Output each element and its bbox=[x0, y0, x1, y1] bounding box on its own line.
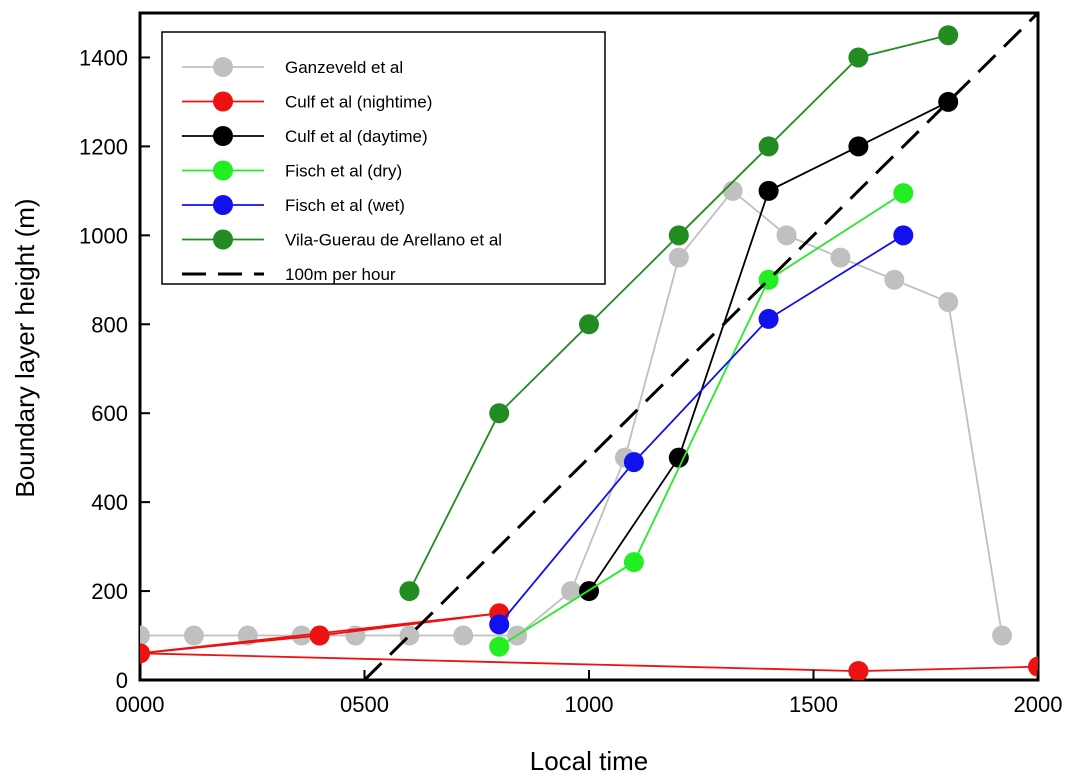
x-tick-label: 1500 bbox=[789, 692, 838, 717]
y-tick-label: 400 bbox=[91, 490, 128, 515]
legend-label: 100m per hour bbox=[285, 265, 396, 284]
legend-label: Culf et al (nightime) bbox=[285, 93, 432, 112]
data-point bbox=[309, 625, 330, 646]
data-point bbox=[758, 308, 779, 329]
data-point bbox=[183, 625, 204, 646]
data-point bbox=[668, 247, 689, 268]
x-axis-title: Local time bbox=[530, 746, 649, 776]
legend-label: Ganzeveld et al bbox=[285, 58, 403, 77]
data-point bbox=[623, 552, 644, 573]
series-line-fisch-et-al-wet bbox=[498, 234, 904, 625]
series-line-100m-per-hour bbox=[363, 13, 1038, 680]
y-tick-label: 600 bbox=[91, 401, 128, 426]
series-culf-et-al-nightime bbox=[140, 603, 1038, 680]
data-point bbox=[893, 225, 914, 246]
series-line-fisch-et-al-dry bbox=[498, 192, 904, 648]
x-axis: 0000 0500 1000 1500 2000 bbox=[116, 670, 1063, 717]
data-point bbox=[489, 614, 510, 635]
legend-marker bbox=[213, 57, 233, 77]
y-axis-title: Boundary layer height (m) bbox=[10, 198, 40, 497]
data-point bbox=[561, 581, 582, 602]
series-vila-guerau-de-arellano-et-al bbox=[399, 25, 959, 602]
x-tick-label: 1000 bbox=[565, 692, 614, 717]
y-tick-label: 1200 bbox=[79, 134, 128, 159]
legend-label: Culf et al (daytime) bbox=[285, 127, 428, 146]
data-point bbox=[722, 180, 743, 201]
x-tick-label: 0500 bbox=[340, 692, 389, 717]
series-fisch-et-al-wet bbox=[489, 225, 914, 635]
data-point bbox=[489, 403, 510, 424]
legend-marker bbox=[213, 160, 233, 181]
y-axis: 0 200 400 600 800 1000 1200 1400 bbox=[79, 45, 150, 693]
legend-marker bbox=[213, 229, 233, 250]
y-tick-label: 1000 bbox=[79, 223, 128, 248]
data-point bbox=[776, 225, 797, 246]
legend-label: Fisch et al (wet) bbox=[285, 196, 405, 215]
legend-item-culf-et-al-nightime: Culf et al (nightime) bbox=[182, 91, 432, 112]
data-point bbox=[1028, 656, 1038, 677]
legend-marker bbox=[213, 195, 233, 215]
legend-item-fisch-et-al-wet: Fisch et al (wet) bbox=[182, 195, 405, 215]
legend-item-vila-guerau-de-arellano-et-al: Vila-Guerau de Arellano et al bbox=[182, 229, 502, 250]
legend-label: Fisch et al (dry) bbox=[285, 162, 402, 181]
legend-item-culf-et-al-daytime: Culf et al (daytime) bbox=[182, 126, 428, 146]
data-point bbox=[884, 269, 905, 290]
legend-label: Vila-Guerau de Arellano et al bbox=[285, 231, 502, 250]
data-point bbox=[938, 25, 959, 46]
legend-item-ganzeveld-et-al: Ganzeveld et al bbox=[182, 57, 403, 77]
y-tick-label: 800 bbox=[91, 312, 128, 337]
series-100m-per-hour bbox=[363, 13, 1038, 680]
data-point bbox=[140, 625, 150, 646]
data-point bbox=[453, 625, 474, 646]
legend-box bbox=[161, 31, 606, 285]
series-ganzeveld-et-al bbox=[140, 180, 1013, 646]
data-point bbox=[848, 47, 869, 68]
x-tick-label: 2000 bbox=[1014, 692, 1063, 717]
legend: Ganzeveld et al Culf et al (nightime) Culf… bbox=[161, 31, 606, 285]
data-point bbox=[623, 452, 644, 473]
data-point bbox=[848, 136, 869, 157]
y-tick-label: 1400 bbox=[79, 45, 128, 70]
y-tick-label: 0 bbox=[116, 668, 128, 693]
legend-marker bbox=[213, 91, 233, 112]
data-point bbox=[848, 661, 869, 680]
data-point bbox=[830, 247, 851, 268]
legend-item-fisch-et-al-dry: Fisch et al (dry) bbox=[182, 160, 402, 181]
data-point bbox=[489, 636, 510, 657]
legend-item-100m-per-hour: 100m per hour bbox=[182, 265, 396, 284]
data-point bbox=[399, 581, 420, 602]
series-line-culf-et-al-daytime bbox=[588, 101, 949, 592]
data-point bbox=[992, 625, 1013, 646]
data-point bbox=[579, 314, 599, 335]
y-tick-label: 200 bbox=[91, 579, 128, 604]
data-point bbox=[668, 225, 689, 246]
legend-marker bbox=[213, 126, 233, 146]
data-point bbox=[140, 643, 150, 664]
x-tick-label: 0000 bbox=[116, 692, 165, 717]
data-point bbox=[938, 292, 959, 313]
data-point bbox=[668, 447, 689, 468]
data-point bbox=[758, 180, 779, 201]
series-line-culf-et-al-nightime bbox=[140, 612, 1038, 673]
series-layer bbox=[140, 13, 1038, 680]
series-culf-et-al-daytime bbox=[579, 91, 959, 602]
data-point bbox=[893, 183, 914, 204]
data-point bbox=[758, 136, 779, 157]
